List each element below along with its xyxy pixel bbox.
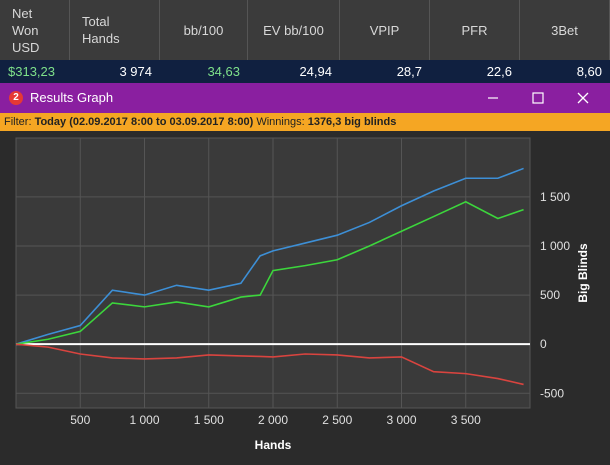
maximize-button[interactable]: [532, 92, 544, 104]
x-tick-label: 2 000: [258, 413, 288, 427]
x-tick-label: 1 000: [129, 413, 159, 427]
column-header: bb/100: [160, 0, 248, 60]
stat-value: $313,23: [8, 64, 55, 79]
column-header: Total Hands: [70, 0, 160, 60]
filter-label: Filter:: [4, 116, 32, 128]
filter-value: Today (02.09.2017 8:00 to 03.09.2017 8:0…: [34, 116, 254, 128]
filter-bar: Filter: Today (02.09.2017 8:00 to 03.09.…: [0, 113, 610, 131]
stat-value: 24,94: [299, 64, 332, 79]
x-tick-label: 500: [70, 413, 90, 427]
y-tick-label: -500: [540, 386, 564, 400]
column-header: 3Bet: [520, 0, 610, 60]
stats-header: Net Won USD Total Hands bb/100 EV bb/100 VPI…: [0, 0, 610, 60]
x-axis-label: Hands: [255, 438, 292, 452]
window-controls[interactable]: [480, 83, 610, 113]
winnings-label: Winnings:: [256, 116, 305, 128]
y-tick-label: 0: [540, 337, 547, 351]
y-tick-label: 500: [540, 288, 560, 302]
stat-value: 8,60: [576, 64, 602, 79]
window-titlebar: 2 Results Graph: [0, 83, 610, 113]
results-graph: 500 1 000 1 500 2 000 2 500 3 000 3 500 -500 0 50…: [15, 137, 590, 452]
series-line: [15, 167, 524, 345]
x-tick-label: 1 500: [194, 413, 224, 427]
stat-value: 3 974: [119, 64, 152, 79]
column-header: VPIP: [340, 0, 430, 60]
column-divider: [69, 0, 70, 60]
y-tick-label: 1 500: [540, 190, 570, 204]
window-icon: 2: [9, 91, 23, 105]
y-tick-label: 1 000: [540, 239, 570, 253]
stats-row: $313,23 3 974 34,63 24,94 28,7 22,6 8,60: [0, 60, 610, 83]
series-line: [15, 343, 524, 386]
x-tick-label: 2 500: [322, 413, 352, 427]
window-title: Results Graph: [30, 90, 114, 105]
stat-value: 22,6: [486, 64, 512, 79]
column-header: PFR: [430, 0, 520, 60]
close-button[interactable]: [577, 92, 589, 104]
y-axis-label: Big Blinds: [576, 243, 590, 303]
stat-value: 28,7: [396, 64, 422, 79]
series-line: [15, 200, 524, 345]
x-tick-label: 3 000: [386, 413, 416, 427]
stat-value: 34,63: [207, 64, 240, 79]
x-tick-label: 3 500: [451, 413, 481, 427]
column-header: Net Won USD: [12, 5, 40, 55]
winnings-value: 1376,3 big blinds: [307, 116, 397, 128]
column-header: EV bb/100: [248, 0, 340, 60]
